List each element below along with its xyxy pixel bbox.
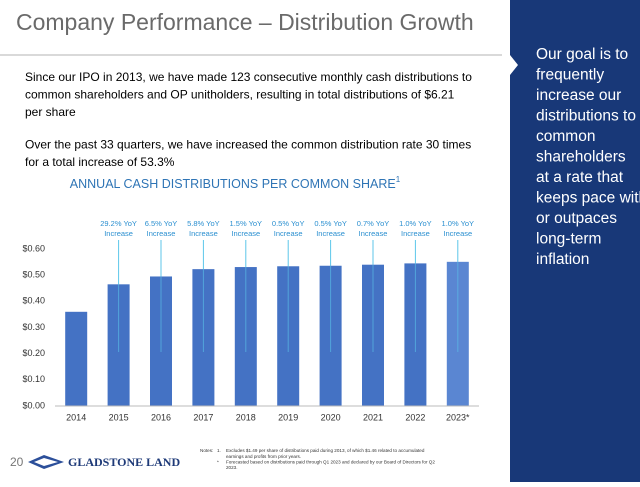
y-tick-label: $0.20 xyxy=(22,348,45,358)
x-tick-label: 2018 xyxy=(236,412,256,422)
note-line: 2023. xyxy=(226,465,238,470)
notes-label: Notes: xyxy=(200,448,213,453)
sidebar-line: increase our xyxy=(536,87,621,104)
y-tick-label: $0.00 xyxy=(22,400,45,410)
x-tick-label: 2020 xyxy=(321,412,341,422)
annotation: Increase xyxy=(316,229,345,238)
annotation: Increase xyxy=(359,229,388,238)
sidebar-line: distributions to xyxy=(536,108,636,125)
annotation: Increase xyxy=(104,229,133,238)
x-tick-label: 2017 xyxy=(193,412,213,422)
sidebar-line: Our goal is to xyxy=(536,46,628,63)
annotation: 0.5% YoY xyxy=(272,219,305,228)
y-tick-label: $0.40 xyxy=(22,296,45,306)
sidebar-panel xyxy=(510,0,640,482)
sidebar-line: common xyxy=(536,128,595,145)
y-tick-label: $0.60 xyxy=(22,243,45,253)
annotation: Increase xyxy=(443,229,472,238)
x-tick-label: 2023* xyxy=(446,412,470,422)
x-tick-label: 2014 xyxy=(66,412,86,422)
x-tick-label: 2015 xyxy=(109,412,129,422)
logo: GLADSTONE LAND xyxy=(28,455,180,469)
sidebar-line: keeps pace with xyxy=(536,190,640,207)
x-tick-label: 2016 xyxy=(151,412,171,422)
paragraph-line: common shareholders and OP unitholders, … xyxy=(25,88,455,102)
sidebar-line: inflation xyxy=(536,251,589,268)
sidebar-line: at a rate that xyxy=(536,169,624,186)
annotation: Increase xyxy=(231,229,260,238)
chart-title: ANNUAL CASH DISTRIBUTIONS PER COMMON SHA… xyxy=(70,175,401,191)
paragraph-line: for a total increase of 53.3% xyxy=(25,155,175,169)
annotation: 1.5% YoY xyxy=(230,219,263,228)
annotation: Increase xyxy=(147,229,176,238)
logo-text: GLADSTONE LAND xyxy=(68,455,180,469)
slide-title: Company Performance – Distribution Growt… xyxy=(16,9,474,35)
annotation: 6.5% YoY xyxy=(145,219,178,228)
annotation: Increase xyxy=(189,229,218,238)
annotation: 5.8% YoY xyxy=(187,219,220,228)
note-line: earnings and profits from prior years. xyxy=(226,454,301,459)
annotation: 1.0% YoY xyxy=(442,219,475,228)
annotation: 0.7% YoY xyxy=(357,219,390,228)
page-number: 20 xyxy=(10,455,24,469)
y-tick-label: $0.10 xyxy=(22,374,45,384)
note-line: Forecasted based on distributions paid t… xyxy=(226,459,435,464)
annotation: 0.5% YoY xyxy=(314,219,347,228)
note-marker: * xyxy=(217,459,219,464)
y-tick-label: $0.30 xyxy=(22,322,45,332)
sidebar-notch xyxy=(510,55,518,75)
chart-title-note: 1 xyxy=(396,175,401,184)
chart-title-text: ANNUAL CASH DISTRIBUTIONS PER COMMON SHA… xyxy=(70,177,396,191)
annotation: Increase xyxy=(401,229,430,238)
annotation: 29.2% YoY xyxy=(100,219,137,228)
x-tick-label: 2021 xyxy=(363,412,383,422)
y-tick-label: $0.50 xyxy=(22,270,45,280)
logo-emblem-inner xyxy=(34,458,58,466)
x-tick-label: 2022 xyxy=(405,412,425,422)
sidebar-line: shareholders xyxy=(536,149,626,166)
sidebar-line: frequently xyxy=(536,67,604,84)
annotation: Increase xyxy=(274,229,303,238)
sidebar-line: long-term xyxy=(536,231,601,248)
sidebar-line: or outpaces xyxy=(536,210,617,227)
paragraph-line: Over the past 33 quarters, we have incre… xyxy=(25,138,471,152)
note-marker: 1. xyxy=(217,448,221,453)
bar xyxy=(65,311,88,406)
annotation: 1.0% YoY xyxy=(399,219,432,228)
note-line: Excludes $1.49 per share of distribution… xyxy=(226,448,425,453)
x-tick-label: 2019 xyxy=(278,412,298,422)
paragraph-line: per share xyxy=(25,105,76,119)
paragraph-line: Since our IPO in 2013, we have made 123 … xyxy=(25,70,472,84)
